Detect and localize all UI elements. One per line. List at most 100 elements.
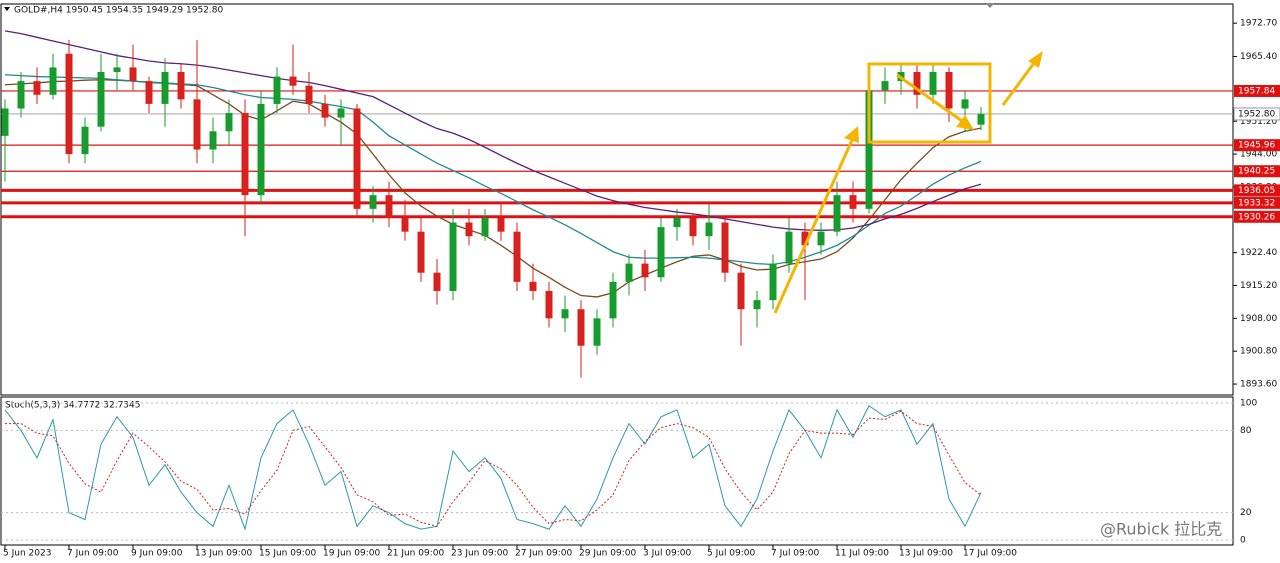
candle-body: [817, 231, 825, 246]
candle-body: [1, 108, 9, 136]
candle-body: [417, 231, 425, 273]
x-tick-label: 13 Jul 09:00: [899, 549, 953, 559]
candle-body: [177, 71, 185, 100]
level-label: 1936.05: [1238, 186, 1275, 196]
candle-body: [481, 217, 489, 237]
y-tick-label: 1922.40: [1240, 248, 1277, 258]
y-tick-label: 1900.80: [1240, 347, 1277, 357]
stoch-frame: [0, 396, 1234, 546]
candle-body: [689, 217, 697, 237]
candle-body: [401, 217, 409, 232]
x-tick-label: 23 Jun 09:00: [451, 549, 508, 559]
y-tick-label: 1915.20: [1240, 281, 1277, 291]
candle-body: [913, 71, 921, 95]
candle-body: [801, 231, 809, 246]
candle-body: [321, 103, 329, 118]
level-label: 1933.32: [1238, 198, 1275, 208]
y-tick-label: 1908.00: [1240, 314, 1277, 324]
moving-average: [4, 30, 982, 231]
candle-body: [737, 272, 745, 310]
y-tick-label: 20: [1240, 508, 1252, 518]
candle-body: [353, 108, 361, 209]
candle-body: [257, 103, 265, 196]
x-tick-label: 3 Jul 09:00: [643, 549, 692, 559]
candle-body: [289, 76, 297, 86]
candle-body: [81, 126, 89, 155]
x-tick-label: 21 Jun 09:00: [387, 549, 444, 559]
level-label: 1957.84: [1238, 86, 1275, 96]
x-tick-label: 9 Jun 09:00: [131, 549, 183, 559]
candle-body: [97, 71, 105, 127]
last-price-label: 1952.80: [1238, 109, 1275, 119]
candle-body: [849, 195, 857, 209]
candle-body: [449, 222, 457, 291]
candle-body: [209, 131, 217, 150]
candle-body: [833, 195, 841, 232]
candle-body: [145, 81, 153, 104]
level-label-box: [1234, 184, 1280, 197]
y-tick-label: 1965.40: [1240, 52, 1277, 62]
candle-body: [241, 113, 249, 196]
candle-body: [865, 90, 873, 209]
candle-body: [673, 217, 681, 228]
candle-body: [577, 309, 585, 346]
stoch-title: Stoch(5,3,3) 34.7772 32.7345: [5, 401, 140, 411]
candle-body: [945, 71, 953, 109]
candle-body: [113, 67, 121, 72]
candle-body: [161, 71, 169, 104]
y-tick-label: 0: [1240, 536, 1246, 546]
candle-body: [49, 67, 57, 95]
watermark: @Rubick 拉比克: [1100, 520, 1222, 539]
candle-body: [337, 108, 345, 118]
level-label: 1930.26: [1238, 212, 1275, 222]
arrow-line: [773, 139, 854, 314]
candle-body: [305, 85, 313, 104]
candle-body: [609, 281, 617, 319]
y-tick-label: 80: [1240, 426, 1252, 436]
candle-body: [785, 231, 793, 264]
level-label-box: [1234, 139, 1280, 152]
candle-body: [593, 318, 601, 346]
candle-body: [529, 281, 537, 291]
y-tick-label: 1893.60: [1240, 380, 1277, 390]
level-label-box: [1234, 210, 1280, 223]
candle-body: [465, 222, 473, 237]
x-tick-label: 19 Jun 09:00: [323, 549, 380, 559]
x-tick-label: 13 Jun 09:00: [195, 549, 252, 559]
candle-body: [641, 263, 649, 278]
candle-body: [193, 99, 201, 150]
arrow-head: [844, 126, 859, 143]
level-label: 1945.96: [1238, 141, 1275, 151]
arrow-line: [1001, 62, 1036, 106]
candle-body: [225, 113, 233, 132]
candle-body: [65, 53, 73, 155]
level-label-box: [1234, 165, 1280, 178]
x-tick-label: 29 Jun 09:00: [579, 549, 636, 559]
candle-body: [513, 231, 521, 282]
level-label: 1940.25: [1238, 167, 1275, 177]
candle-body: [561, 309, 569, 319]
candle-body: [977, 113, 985, 125]
level-label-box: [1234, 84, 1280, 97]
stoch-line: [4, 405, 982, 531]
x-tick-label: 27 Jun 09:00: [515, 549, 572, 559]
candle-body: [369, 195, 377, 209]
x-tick-label: 17 Jul 09:00: [963, 549, 1017, 559]
highlight-box: [867, 62, 992, 144]
candle-body: [625, 263, 633, 282]
candle-body: [17, 81, 25, 109]
candle-body: [545, 290, 553, 319]
candle-body: [753, 300, 761, 310]
candle-body: [385, 195, 393, 218]
x-tick-label: 15 Jun 09:00: [259, 549, 316, 559]
level-label-box: [1234, 196, 1280, 209]
chart-title: GOLD#,H4 1950.45 1954.35 1949.29 1952.80: [14, 6, 223, 16]
annotations: [773, 51, 1043, 314]
x-tick-label: 7 Jun 09:00: [67, 549, 119, 559]
x-tick-label: 5 Jun 2023: [3, 549, 51, 559]
menu-marker: [4, 7, 10, 11]
y-tick-label: 1972.70: [1240, 19, 1277, 29]
candle-body: [721, 222, 729, 273]
x-tick-label: 7 Jul 09:00: [771, 549, 820, 559]
candle-body: [433, 272, 441, 291]
